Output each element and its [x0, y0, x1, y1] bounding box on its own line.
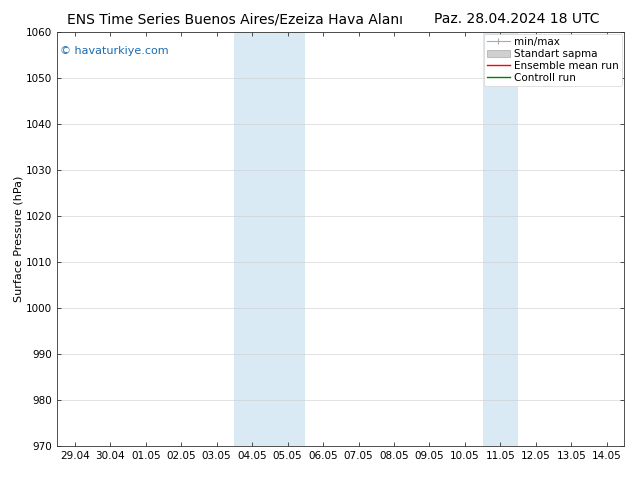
Legend: min/max, Standart sapma, Ensemble mean run, Controll run: min/max, Standart sapma, Ensemble mean r… [484, 34, 622, 86]
Bar [235, 32, 306, 446]
Text: ENS Time Series Buenos Aires/Ezeiza Hava Alanı: ENS Time Series Buenos Aires/Ezeiza Hava… [67, 12, 403, 26]
Text: Paz. 28.04.2024 18 UTC: Paz. 28.04.2024 18 UTC [434, 12, 600, 26]
Y-axis label: Surface Pressure (hPa): Surface Pressure (hPa) [13, 176, 23, 302]
Bar [482, 32, 518, 446]
Text: © havaturkiye.com: © havaturkiye.com [60, 47, 169, 56]
